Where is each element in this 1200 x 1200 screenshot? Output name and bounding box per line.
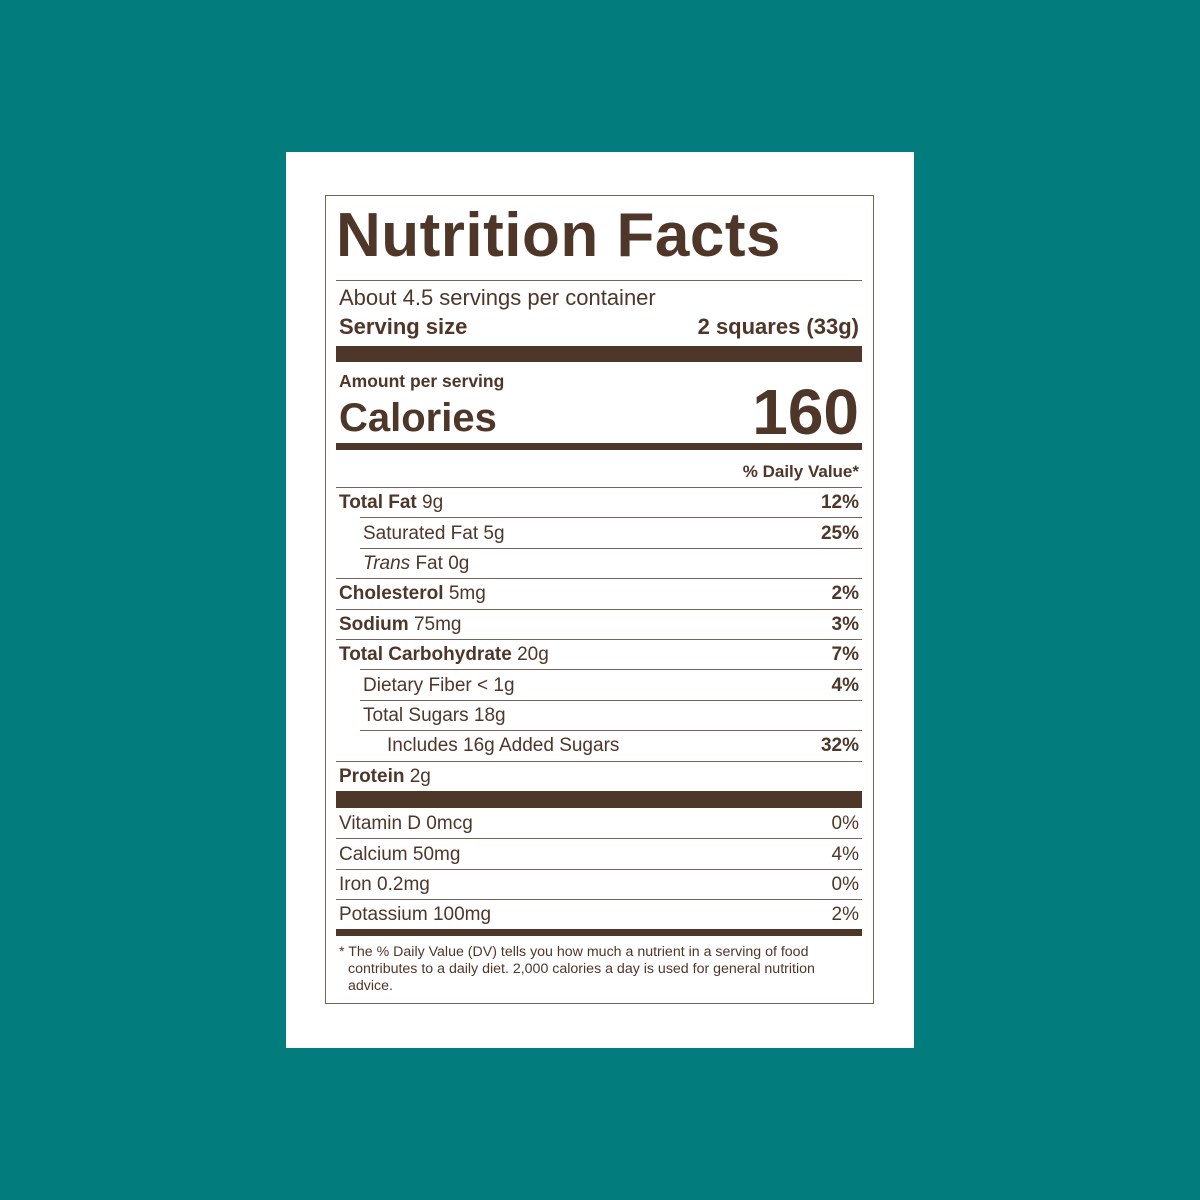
calories-label: Calories — [339, 396, 497, 440]
label-title: Nutrition Facts — [336, 201, 781, 270]
nutrient-name: Includes 16g Added Sugars — [387, 735, 620, 757]
row-divider — [360, 669, 862, 671]
row-divider — [360, 699, 862, 701]
nutrient-amount: 75mg — [413, 613, 462, 635]
nutrient-name: Protein — [339, 765, 405, 787]
nutrient-daily-value: 25% — [820, 522, 859, 544]
nutrient-amount: 18g — [473, 704, 506, 726]
nutrient-amount: 2g — [409, 765, 431, 787]
nutrition-label-border — [325, 195, 874, 1004]
vitamin-amount: 0.2mg — [377, 873, 430, 895]
vitamin-amount: 0mcg — [426, 813, 473, 835]
vitamin-row: Vitamin D 0mcg 0% — [336, 809, 862, 839]
nutrient-row: Dietary Fiber < 1g 4% — [336, 670, 862, 700]
nutrient-label: Total Carbohydrate 20g — [336, 644, 549, 666]
daily-value-header: % Daily Value* — [742, 462, 859, 481]
nutrient-amount: 9g — [422, 492, 444, 514]
nutrient-label: Dietary Fiber < 1g — [336, 675, 515, 697]
nutrient-row: Total Carbohydrate 20g 7% — [336, 640, 862, 670]
nutrient-row: Trans Fat 0g — [336, 549, 862, 579]
servings-per-container: About 4.5 servings per container — [339, 285, 656, 310]
serving-size-row: Serving size 2 squares (33g) — [339, 313, 859, 341]
calories-value: 160 — [752, 376, 859, 448]
nutrient-label: Trans Fat 0g — [336, 553, 469, 575]
vitamin-name: Iron — [339, 873, 372, 895]
nutrient-row: Sodium 75mg 3% — [336, 610, 862, 640]
nutrient-label: Sodium 75mg — [336, 614, 461, 636]
nutrient-row: Cholesterol 5mg 2% — [336, 579, 862, 609]
thick-divider — [336, 791, 862, 808]
row-divider — [336, 838, 862, 840]
nutrient-label: Protein 2g — [336, 766, 431, 788]
row-divider — [336, 639, 862, 640]
nutrient-name: Dietary Fiber — [363, 674, 472, 696]
nutrient-row: Includes 16g Added Sugars 32% — [336, 731, 862, 761]
nutrient-label: Total Fat 9g — [336, 492, 443, 514]
footnote: * The % Daily Value (DV) tells you how m… — [339, 944, 815, 994]
nutrient-row: Protein 2g — [336, 762, 862, 792]
thick-divider — [336, 346, 862, 362]
vitamin-amount: 100mg — [432, 904, 492, 926]
nutrient-name: Sodium — [339, 613, 409, 635]
nutrient-label: Cholesterol 5mg — [336, 583, 486, 605]
row-divider — [336, 899, 862, 901]
vitamin-daily-value: 0% — [831, 873, 859, 895]
row-divider — [336, 608, 862, 610]
amount-per-serving: Amount per serving — [339, 371, 505, 391]
medium-divider — [336, 443, 862, 450]
nutrient-label: Saturated Fat 5g — [336, 523, 505, 545]
nutrient-name-suffix: Fat — [415, 552, 443, 574]
row-divider — [336, 868, 862, 870]
nutrient-row: Saturated Fat 5g 25% — [336, 518, 862, 548]
nutrient-label: Total Sugars 18g — [336, 705, 506, 727]
vitamin-row: Potassium 100mg 2% — [336, 900, 862, 930]
vitamin-amount: 50mg — [412, 843, 461, 865]
nutrient-daily-value: 7% — [831, 644, 859, 666]
vitamin-daily-value: 2% — [831, 904, 859, 926]
nutrient-amount: < 1g — [477, 674, 515, 696]
nutrient-name: Cholesterol — [339, 583, 444, 605]
row-divider — [336, 578, 862, 580]
row-divider — [360, 547, 862, 549]
nutrient-daily-value: 12% — [820, 492, 859, 514]
vitamin-label: Vitamin D 0mcg — [336, 813, 473, 835]
nutrient-amount: 20g — [517, 644, 549, 666]
nutrient-label: Includes 16g Added Sugars — [336, 735, 619, 757]
row-divider — [336, 760, 862, 762]
nutrient-row: Total Fat 9g 12% — [336, 488, 862, 518]
row-divider — [336, 487, 862, 488]
serving-size-label: Serving size — [339, 314, 468, 339]
calories-row: Calories 160 — [339, 380, 859, 444]
vitamin-row: Calcium 50mg 4% — [336, 839, 862, 869]
nutrient-amount: 5g — [483, 522, 505, 544]
vitamin-label: Potassium 100mg — [336, 904, 491, 926]
vitamin-name: Calcium — [339, 843, 408, 865]
nutrient-daily-value: 2% — [831, 583, 859, 605]
vitamin-row: Iron 0.2mg 0% — [336, 870, 862, 900]
nutrient-daily-value: 4% — [831, 674, 859, 696]
nutrient-name: Saturated Fat — [363, 522, 479, 544]
nutrient-daily-value: 32% — [820, 735, 859, 757]
vitamin-daily-value: 4% — [831, 843, 859, 865]
vitamin-name: Potassium — [339, 904, 428, 926]
nutrient-name: Total Carbohydrate — [339, 644, 512, 666]
nutrient-name: Total Sugars — [363, 704, 469, 726]
nutrient-row: Total Sugars 18g — [336, 701, 862, 731]
divider — [336, 280, 862, 281]
serving-size-value: 2 squares (33g) — [697, 314, 859, 339]
label-card — [286, 152, 914, 1048]
vitamin-name: Vitamin D — [339, 813, 422, 835]
nutrient-amount: 0g — [448, 552, 470, 574]
medium-divider — [336, 929, 862, 936]
vitamin-label: Calcium 50mg — [336, 844, 460, 866]
nutrient-name: Total Fat — [339, 492, 417, 514]
nutrient-amount: 5mg — [448, 583, 486, 605]
row-divider — [360, 730, 862, 732]
nutrient-daily-value: 3% — [831, 613, 859, 635]
vitamin-daily-value: 0% — [831, 813, 859, 835]
vitamin-label: Iron 0.2mg — [336, 874, 430, 896]
nutrient-name: Trans — [363, 552, 411, 574]
row-divider — [360, 517, 862, 519]
